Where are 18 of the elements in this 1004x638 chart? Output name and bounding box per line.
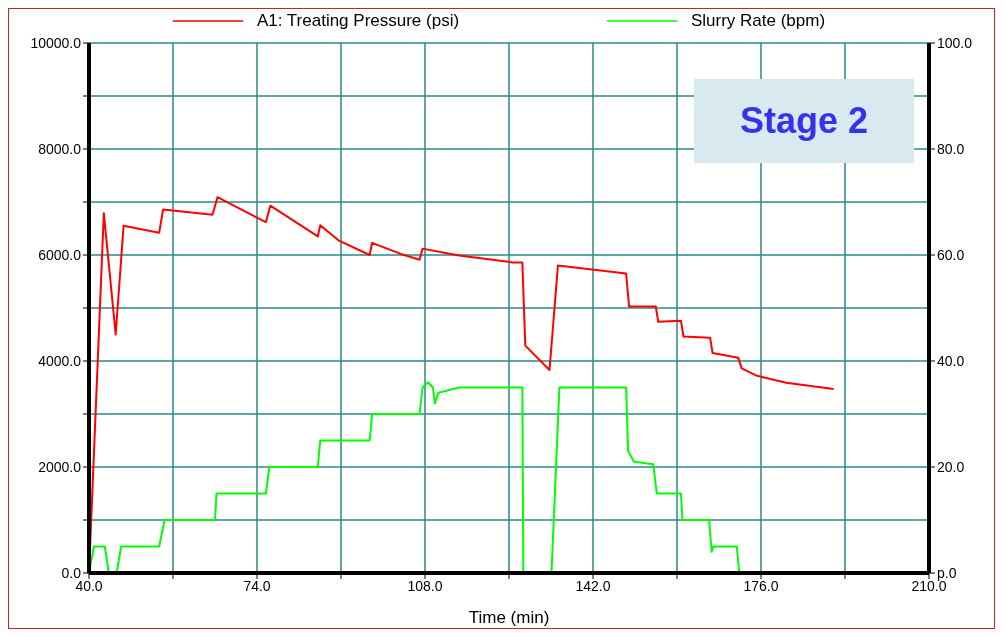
y-tick-label: 4000.0 <box>38 352 82 369</box>
legend-label: A1: Treating Pressure (psi) <box>256 11 460 31</box>
x-tick-label: 176.0 <box>743 577 779 594</box>
y2-tick-label: 20.0 <box>937 458 965 475</box>
y2-tick-label: 100.0 <box>937 34 973 51</box>
x-tick-label: 142.0 <box>575 577 611 594</box>
x-tick-label: 108.0 <box>407 577 443 594</box>
legend-label: Slurry Rate (bpm) <box>690 11 826 31</box>
y-tick-label: 6000.0 <box>38 246 82 263</box>
x-tick-label: 74.0 <box>243 577 271 594</box>
y-tick-label: 8000.0 <box>38 140 82 157</box>
y2-tick-label: 80.0 <box>937 140 965 157</box>
x-axis-title: Time (min) <box>468 608 550 627</box>
y-tick-label: 10000.0 <box>30 34 82 51</box>
y2-tick-label: 60.0 <box>937 246 965 263</box>
y2-tick-label: 40.0 <box>937 352 965 369</box>
annotation: Stage 2 <box>694 79 914 163</box>
y-tick-label: 2000.0 <box>38 458 82 475</box>
